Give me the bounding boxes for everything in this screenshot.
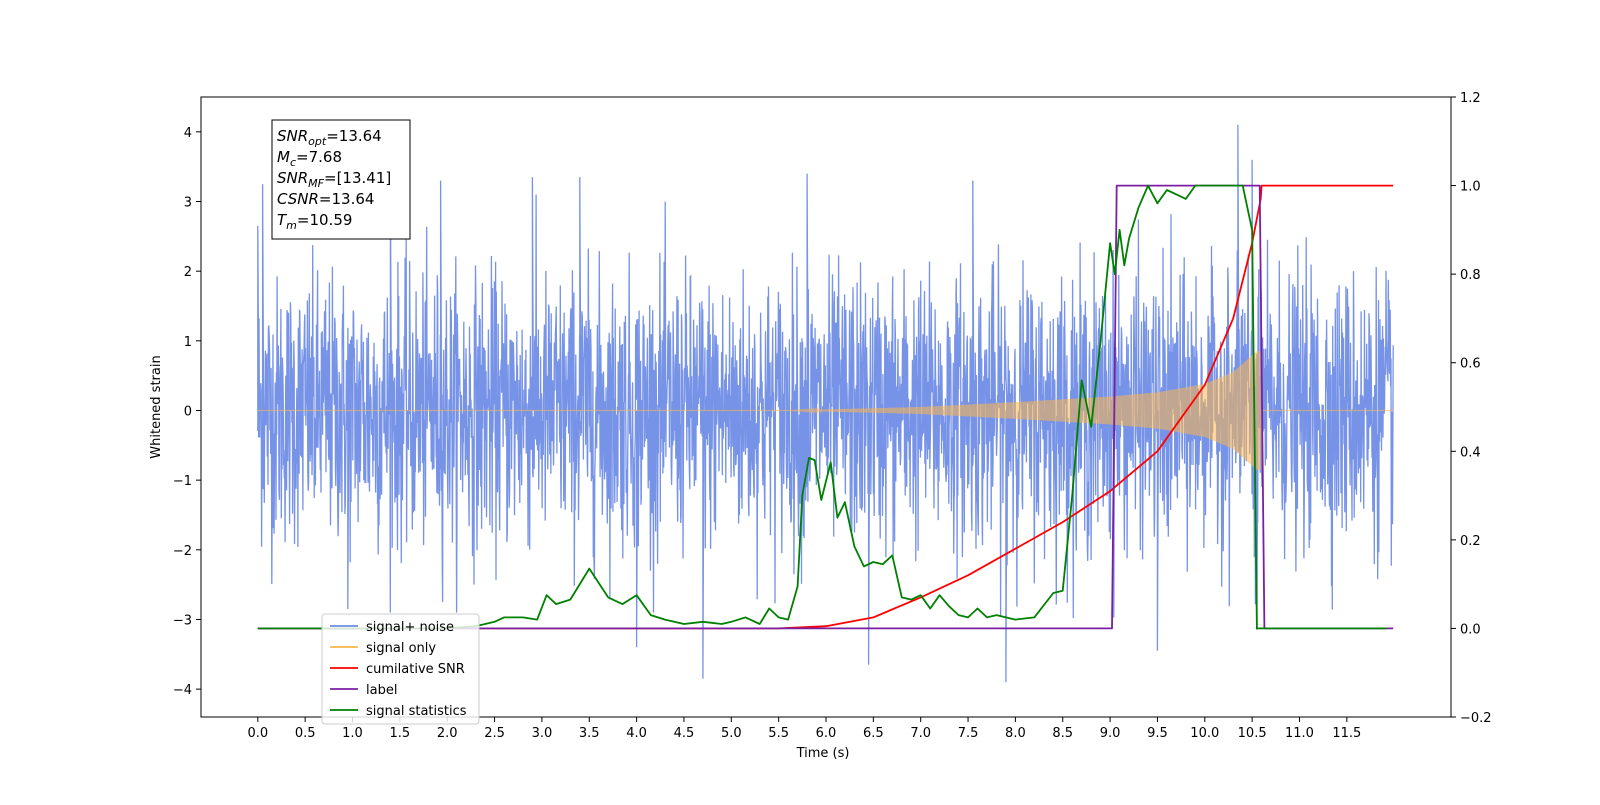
x-tick-label: 5.0 [721, 726, 742, 741]
y-tick-label: −2 [173, 544, 192, 559]
annotation-line: Mc=7.68 [277, 148, 342, 169]
annotation-line: Tm=10.59 [277, 211, 352, 232]
x-tick-label: 7.5 [958, 726, 979, 741]
y2-tick-label: 1.0 [1460, 180, 1481, 195]
x-tick-label: 2.5 [484, 726, 505, 741]
x-tick-label: 8.5 [1052, 726, 1073, 741]
x-tick-label: 6.5 [863, 726, 884, 741]
legend-label: signal+ noise [366, 620, 454, 635]
y2-tick-label: −0.2 [1460, 711, 1492, 726]
x-tick-label: 10.5 [1238, 726, 1267, 741]
annotation-line: CSNR=13.64 [277, 190, 374, 208]
x-tick-label: 7.0 [910, 726, 931, 741]
x-tick-label: 11.0 [1285, 726, 1314, 741]
series-line-cumilative-snr [257, 184, 1394, 630]
x-tick-label: 0.5 [295, 726, 316, 741]
x-tick-label: 1.5 [390, 726, 411, 741]
legend: signal+ noise signal only cumilative SNR la… [321, 613, 480, 725]
legend-label: signal statistics [366, 704, 467, 719]
y2-tick-label: 1.2 [1460, 91, 1481, 106]
annotation-line: SNRopt=13.64 [277, 127, 382, 148]
x-axis: 0.0 0.5 1.0 1.5 2.0 2.5 3.0 3.5 4.0 4.5 5.0 5.5 6.0 6… [247, 717, 1361, 741]
x-tick-label: 5.5 [768, 726, 789, 741]
y-axis-right: 1.2 1.0 0.8 0.6 0.4 0.2 0.0 −0.2 [1451, 91, 1492, 726]
y-tick-label: −3 [173, 613, 192, 628]
y2-tick-label: 0.0 [1460, 622, 1481, 637]
y2-tick-label: 0.6 [1460, 357, 1481, 372]
x-tick-label: 0.0 [247, 726, 268, 741]
legend-label: label [366, 683, 397, 698]
y2-tick-label: 0.8 [1460, 268, 1481, 283]
y-tick-label: 4 [184, 126, 192, 141]
series-line-signal-only [257, 351, 1394, 470]
x-axis-label: Time (s) [796, 746, 850, 761]
stats-annotation-box: SNRopt=13.64Mc=7.68SNRMF=[13.41]CSNR=13.… [271, 119, 411, 240]
x-tick-label: 4.0 [626, 726, 647, 741]
x-tick-label: 2.0 [437, 726, 458, 741]
x-tick-label: 3.5 [579, 726, 600, 741]
y-tick-label: 1 [184, 335, 192, 350]
y-axis-label: Whitened strain [149, 355, 164, 458]
y-tick-label: 0 [184, 404, 192, 419]
x-tick-label: 9.5 [1147, 726, 1168, 741]
legend-label: signal only [366, 641, 436, 656]
y-axis-left: 4 3 2 1 0 −1 −2 −3 −4 [173, 126, 201, 698]
y-tick-label: 2 [184, 265, 192, 280]
y-tick-label: −4 [173, 683, 192, 698]
x-tick-label: 3.0 [532, 726, 553, 741]
x-tick-label: 8.0 [1005, 726, 1026, 741]
x-tick-label: 10.0 [1190, 726, 1219, 741]
series-line-signal-statistics [257, 184, 1387, 630]
x-tick-label: 6.0 [816, 726, 837, 741]
annotation-line: SNRMF=[13.41] [277, 169, 391, 190]
y2-tick-label: 0.2 [1460, 534, 1481, 549]
legend-frame [321, 613, 480, 725]
x-tick-label: 4.5 [674, 726, 695, 741]
x-tick-label: 11.5 [1332, 726, 1361, 741]
series-layer [257, 124, 1394, 683]
y-tick-label: −1 [173, 474, 192, 489]
y2-tick-label: 0.4 [1460, 445, 1481, 460]
x-tick-label: 1.0 [342, 726, 363, 741]
y-tick-label: 3 [184, 195, 192, 210]
series-line-signal-noise [257, 124, 1394, 683]
legend-label: cumilative SNR [366, 662, 465, 677]
x-tick-label: 9.0 [1100, 726, 1121, 741]
annotation-frame [271, 119, 411, 240]
